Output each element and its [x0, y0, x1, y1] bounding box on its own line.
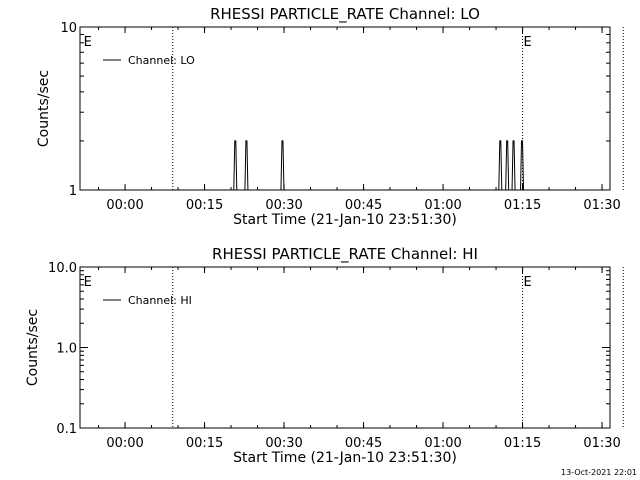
- data-spike: [511, 140, 516, 191]
- chart-panel-2: RHESSI PARTICLE_RATE Channel: HI 00:00 00:…: [25, 245, 624, 466]
- y-tick-label: 10: [60, 21, 77, 36]
- x-tick-label: 01:30: [583, 436, 620, 451]
- y-axis-label: Counts/sec: [25, 309, 41, 386]
- x-tick-label: 01:15: [504, 436, 541, 451]
- chart-title: RHESSI PARTICLE_RATE Channel: LO: [210, 5, 480, 24]
- chart-title: RHESSI PARTICLE_RATE Channel: HI: [212, 245, 478, 264]
- x-tick-label: 00:30: [265, 436, 302, 451]
- y-tick-label: 0.1: [56, 422, 77, 437]
- x-axis-label: Start Time (21-Jan-10 23:51:30): [233, 450, 457, 466]
- data-spike: [498, 140, 503, 191]
- x-tick-label: 01:00: [424, 198, 461, 213]
- x-tick-label: 00:00: [106, 198, 143, 213]
- data-spike: [233, 140, 238, 191]
- y-tick-label: 1.0: [56, 342, 77, 357]
- plot-frame: [79, 26, 611, 191]
- data-spike: [280, 140, 285, 191]
- event-marker: E: [84, 275, 92, 290]
- x-tick-label: 01:00: [424, 436, 461, 451]
- x-tick-label: 00:45: [345, 436, 382, 451]
- data-spike: [244, 140, 249, 191]
- x-tick-label: 01:15: [504, 198, 541, 213]
- event-marker: E: [84, 35, 92, 50]
- event-marker: E: [524, 275, 532, 290]
- chart-panel-1: RHESSI PARTICLE_RATE Channel: LO 00:00 00:…: [36, 5, 624, 228]
- y-axis-label: Counts/sec: [36, 70, 52, 147]
- legend-label: Channel: LO: [128, 54, 195, 67]
- x-tick-label: 00:00: [106, 436, 143, 451]
- x-axis-label: Start Time (21-Jan-10 23:51:30): [233, 212, 457, 228]
- y-tick-label: 10.0: [48, 261, 77, 276]
- x-tick-label: 00:15: [186, 198, 223, 213]
- x-tick-label: 00:30: [265, 198, 302, 213]
- x-tick-label: 00:15: [186, 436, 223, 451]
- event-marker: E: [524, 35, 532, 50]
- x-tick-label: 01:30: [583, 198, 620, 213]
- y-tick-label: 1: [69, 184, 77, 199]
- data-spike: [505, 140, 510, 191]
- legend-label: Channel: HI: [128, 294, 192, 307]
- x-tick-label: 00:45: [345, 198, 382, 213]
- data-spike: [520, 140, 525, 191]
- footer-timestamp: 13-Oct-2021 22:01: [561, 468, 637, 477]
